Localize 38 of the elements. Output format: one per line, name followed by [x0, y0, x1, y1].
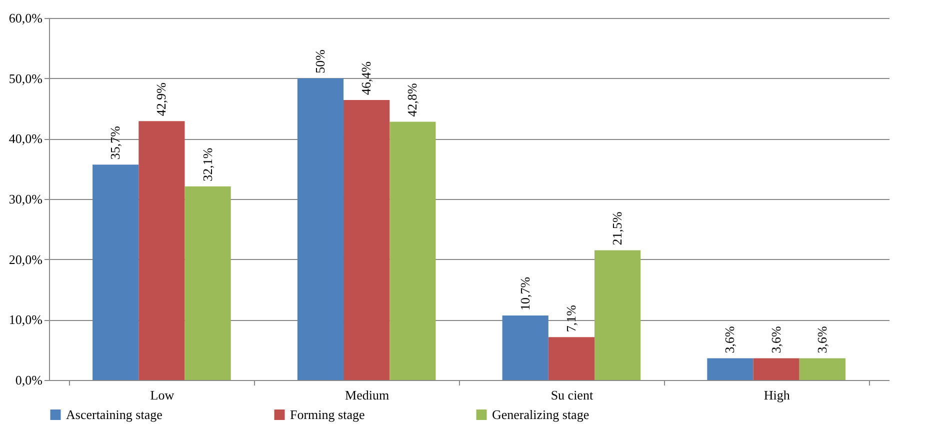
- bar: [344, 100, 390, 380]
- y-tick-label: 10,0%: [8, 312, 43, 328]
- data-label: 10,7%: [517, 276, 532, 310]
- bar: [92, 164, 139, 380]
- bar: [753, 358, 800, 380]
- y-tick-label: 50,0%: [8, 70, 43, 86]
- bar: [548, 337, 594, 380]
- x-tick-label: High: [764, 388, 790, 402]
- bar: [502, 315, 548, 380]
- legend-label: Generalizing stage: [492, 406, 590, 422]
- bar: [799, 358, 846, 380]
- y-tick-label: 0,0%: [15, 372, 43, 388]
- legend-label: Ascertaining stage: [66, 406, 163, 422]
- y-tick-label: 40,0%: [8, 131, 43, 146]
- data-label: 32,1%: [200, 148, 215, 182]
- bar: [594, 250, 641, 380]
- y-tick-label: 20,0%: [8, 252, 43, 267]
- y-tick-label: 30,0%: [8, 192, 43, 206]
- data-label: 21,5%: [610, 212, 625, 246]
- bar: [390, 122, 436, 380]
- data-label: 42,9%: [154, 82, 169, 116]
- bar: [707, 358, 754, 380]
- data-label: 35,7%: [108, 126, 123, 160]
- data-label: 46,4%: [358, 61, 374, 96]
- bar: [297, 78, 344, 380]
- legend-label: Forming stage: [290, 406, 365, 422]
- x-tick-label: Low: [150, 388, 175, 402]
- x-tick-label: Medium: [345, 388, 390, 402]
- bar: [138, 121, 185, 380]
- bar: [184, 186, 231, 380]
- data-label: 7,1%: [563, 304, 578, 332]
- data-label: 3,6%: [814, 326, 830, 354]
- data-label: 42,8%: [404, 83, 420, 117]
- x-tick-label: Su cient: [550, 388, 594, 402]
- y-tick-label: 60,0%: [8, 10, 43, 26]
- data-label: 3,6%: [768, 326, 784, 354]
- data-label: 3,6%: [722, 326, 738, 354]
- data-label: 50%: [312, 49, 328, 74]
